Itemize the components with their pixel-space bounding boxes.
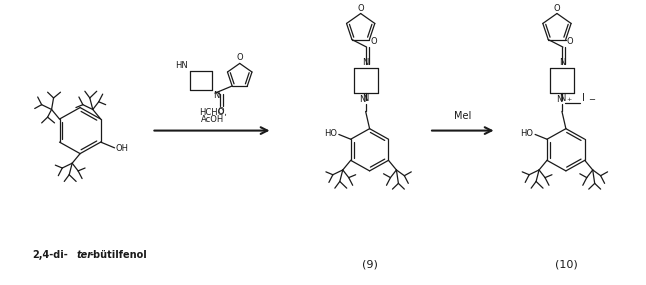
Text: (10): (10) (554, 260, 578, 270)
Text: N: N (362, 58, 369, 67)
Text: HN: HN (176, 61, 188, 70)
Text: (9): (9) (362, 260, 377, 270)
Text: N: N (213, 91, 220, 100)
Text: MeI: MeI (454, 111, 472, 121)
Text: N: N (559, 94, 565, 103)
Text: O: O (236, 54, 243, 62)
Text: HO: HO (520, 129, 533, 138)
Text: HO: HO (324, 129, 337, 138)
Text: -bütilfenol: -bütilfenol (89, 250, 147, 260)
Text: ter: ter (76, 250, 92, 260)
Text: O: O (218, 107, 224, 116)
Text: +: + (566, 97, 571, 102)
Text: O: O (554, 3, 560, 13)
Text: I: I (582, 93, 585, 103)
Text: N: N (362, 94, 369, 103)
Text: HCHO,: HCHO, (199, 107, 227, 117)
Text: O: O (567, 37, 574, 46)
Text: O: O (371, 37, 377, 46)
Text: N: N (559, 58, 565, 67)
Text: 2,4-di-: 2,4-di- (32, 250, 68, 260)
Text: O: O (357, 3, 364, 13)
Text: N: N (359, 95, 366, 104)
Text: −: − (588, 95, 595, 104)
Text: OH: OH (116, 144, 129, 153)
Text: N: N (556, 95, 562, 104)
Text: AcOH: AcOH (202, 115, 225, 124)
